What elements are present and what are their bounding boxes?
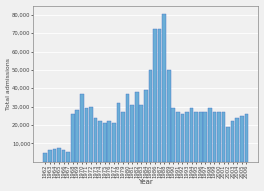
Bar <box>103 123 107 162</box>
Bar <box>194 112 198 162</box>
Y-axis label: Total admissions: Total admissions <box>6 58 11 110</box>
Bar <box>107 121 111 162</box>
Bar <box>62 150 65 162</box>
Bar <box>162 14 166 162</box>
Bar <box>226 127 230 162</box>
Bar <box>244 114 248 162</box>
Bar <box>94 118 97 162</box>
Bar <box>121 112 125 162</box>
Bar <box>240 116 244 162</box>
Bar <box>158 29 161 162</box>
Bar <box>139 105 143 162</box>
Bar <box>144 90 148 162</box>
Bar <box>222 112 225 162</box>
Bar <box>112 123 116 162</box>
Bar <box>98 121 102 162</box>
Bar <box>80 94 84 162</box>
Bar <box>89 107 93 162</box>
Bar <box>204 112 207 162</box>
Bar <box>217 112 221 162</box>
Bar <box>53 149 56 162</box>
Bar <box>57 148 61 162</box>
Bar <box>185 112 189 162</box>
Bar <box>44 153 47 162</box>
Bar <box>66 152 70 162</box>
Bar <box>149 70 152 162</box>
Bar <box>71 114 74 162</box>
Bar <box>208 108 212 162</box>
Bar <box>190 108 193 162</box>
Bar <box>231 121 234 162</box>
Bar <box>126 94 129 162</box>
Bar <box>117 103 120 162</box>
Bar <box>153 29 157 162</box>
Bar <box>199 112 202 162</box>
Bar <box>167 70 171 162</box>
Bar <box>181 114 184 162</box>
Bar <box>84 108 88 162</box>
Bar <box>130 105 134 162</box>
Bar <box>235 118 239 162</box>
Bar <box>176 112 180 162</box>
Bar <box>76 110 79 162</box>
X-axis label: Year: Year <box>138 179 153 185</box>
Bar <box>171 108 175 162</box>
Bar <box>213 112 216 162</box>
Bar <box>48 150 52 162</box>
Bar <box>135 92 139 162</box>
